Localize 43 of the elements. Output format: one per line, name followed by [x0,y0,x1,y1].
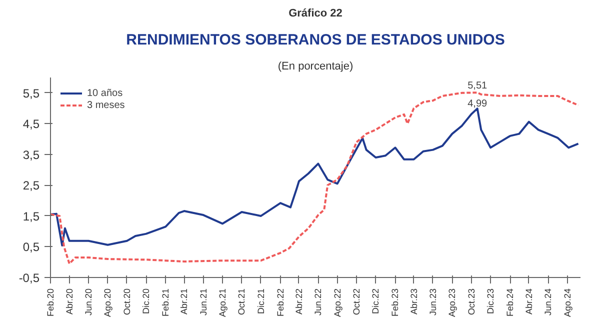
x-tick-label: Oct.23 [466,288,476,316]
x-tick-label: Feb.23 [390,288,400,317]
x-tick-label: Oct.22 [352,288,362,316]
legend-label: 3 meses [87,99,125,111]
x-tick-label: Jun.22 [313,288,324,316]
chart-title: RENDIMIENTOS SOBERANOS DE ESTADOS UNIDOS [126,32,505,48]
x-tick-label: Dic.22 [370,288,381,314]
y-tick-label: 0,5 [22,240,40,254]
x-tick-label: Abr.22 [294,288,304,315]
x-tick-label: Feb.21 [160,288,171,317]
x-tick-label: Dic.21 [256,288,266,314]
x-tick-label: Oct.20 [122,288,132,316]
x-tick-label: Feb.24 [505,288,516,317]
line-series [50,108,580,246]
x-tick-label: Jun.21 [198,288,208,316]
x-tick-label: Jun.20 [84,288,94,316]
text: Gráfico 22 [288,8,342,20]
legend-label: 10 años [87,87,123,99]
y-tick-label: -0,5 [18,271,40,285]
x-tick-label: Abr.21 [179,288,190,315]
annotation: 4,99 [468,98,488,110]
x-tick-label: Jun.24 [543,288,554,316]
y-tick-label: 4,5 [22,117,40,132]
y-tick-label: 2,5 [22,178,40,193]
x-tick-label: Oct.21 [236,288,247,316]
y-tick-label: 3,5 [22,148,40,162]
x-tick-label: Dic.23 [486,288,496,314]
x-tick-label: Ago.23 [447,288,458,318]
annotation: 5,51 [468,80,488,92]
y-tick-label: 5,5 [22,86,40,100]
x-tick-label: Abr.23 [408,288,419,315]
chart-subtitle: (En porcentaje) [278,60,354,72]
x-tick-label: Ago.20 [102,288,113,318]
x-tick-label: Abr.24 [524,288,534,315]
x-tick-label: Ago.21 [218,288,228,318]
x-tick-label: Feb.22 [275,288,286,317]
y-tick-label: 1,5 [22,209,40,224]
x-tick-label: Ago.24 [562,288,572,318]
x-tick-label: Dic.20 [141,288,152,314]
x-tick-label: Jun.23 [428,288,438,316]
x-tick-label: Abr.20 [64,288,74,315]
x-tick-label: Feb.20 [46,288,56,317]
x-tick-label: Ago.22 [332,288,342,318]
